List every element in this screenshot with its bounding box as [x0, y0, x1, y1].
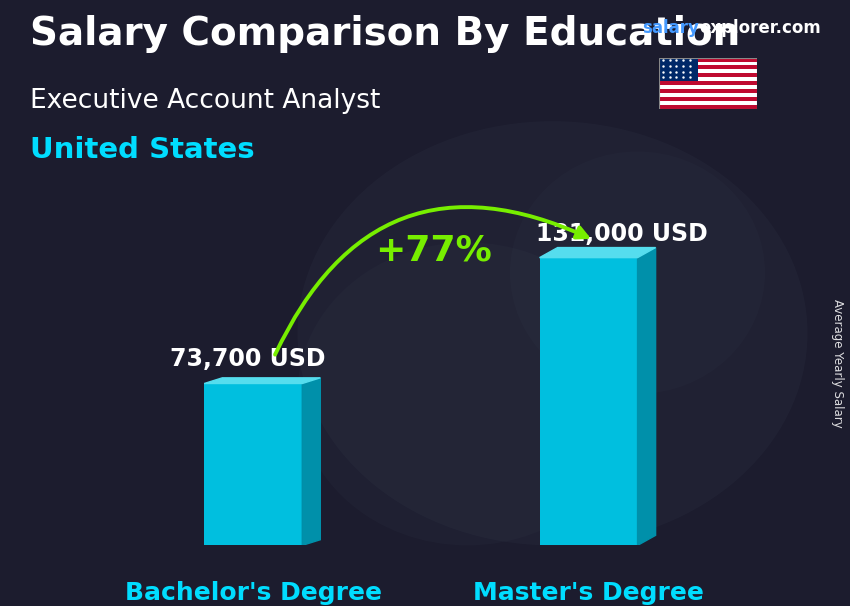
- Bar: [659, 70, 756, 73]
- Bar: [540, 258, 638, 545]
- Bar: [659, 65, 756, 70]
- Bar: [659, 58, 756, 62]
- Text: salary: salary: [642, 19, 699, 38]
- Bar: [659, 85, 756, 89]
- Bar: [659, 81, 756, 85]
- Polygon shape: [303, 378, 320, 545]
- Text: explorer.com: explorer.com: [700, 19, 821, 38]
- Bar: [204, 384, 303, 545]
- Bar: [659, 93, 756, 97]
- Polygon shape: [204, 378, 320, 384]
- Text: Bachelor's Degree: Bachelor's Degree: [125, 581, 382, 605]
- Bar: [659, 101, 756, 105]
- Text: 131,000 USD: 131,000 USD: [536, 222, 708, 245]
- Text: United States: United States: [30, 136, 254, 164]
- Text: Executive Account Analyst: Executive Account Analyst: [30, 88, 380, 114]
- Text: Average Yearly Salary: Average Yearly Salary: [831, 299, 844, 428]
- Text: Master's Degree: Master's Degree: [473, 581, 704, 605]
- Bar: [659, 78, 756, 81]
- Text: 73,700 USD: 73,700 USD: [170, 347, 326, 371]
- Bar: [659, 97, 756, 101]
- Polygon shape: [540, 248, 655, 258]
- Bar: [659, 89, 756, 93]
- Polygon shape: [638, 248, 655, 545]
- Bar: [659, 105, 756, 109]
- Bar: [659, 62, 756, 65]
- Bar: [659, 73, 756, 78]
- Text: Salary Comparison By Education: Salary Comparison By Education: [30, 15, 740, 53]
- Text: +77%: +77%: [376, 233, 492, 267]
- Bar: [659, 58, 698, 81]
